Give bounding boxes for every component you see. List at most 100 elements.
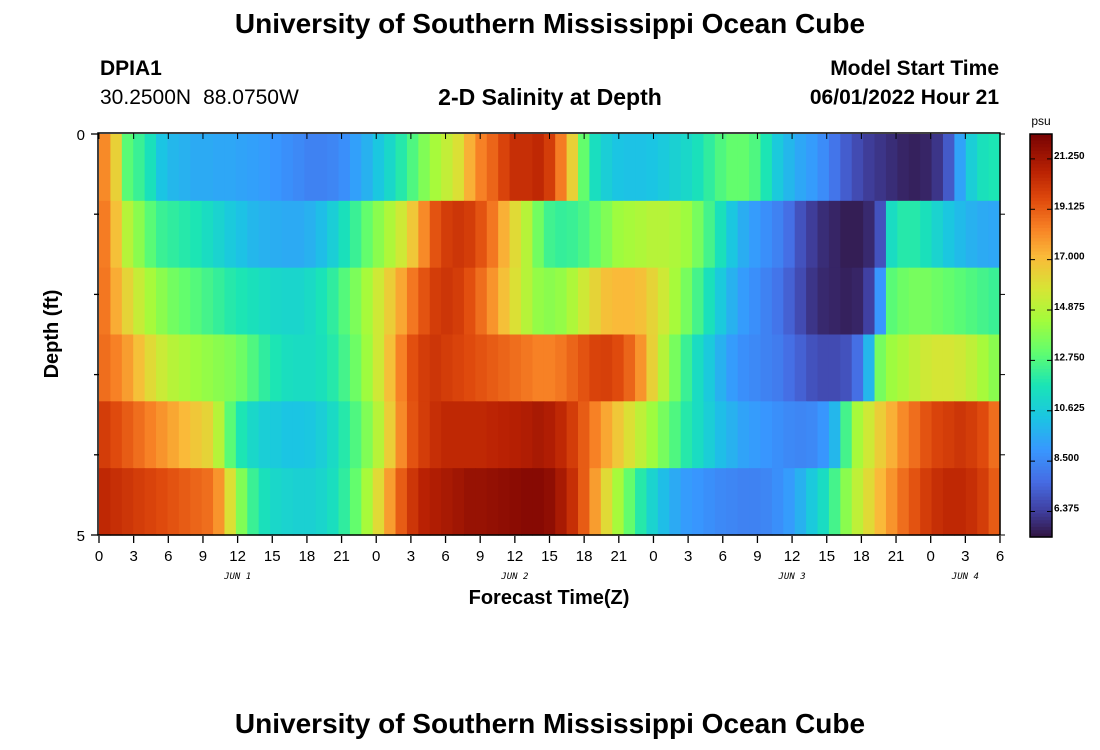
colorbar-segment bbox=[1030, 362, 1052, 367]
heatmap-cell bbox=[384, 401, 397, 469]
heatmap-cell bbox=[315, 334, 328, 402]
heatmap-cell bbox=[281, 334, 294, 402]
heatmap-cell bbox=[235, 200, 248, 269]
heatmap-cell bbox=[749, 134, 762, 202]
heatmap-cell bbox=[304, 468, 317, 536]
colorbar-segment bbox=[1030, 533, 1052, 538]
heatmap-cell bbox=[635, 200, 648, 269]
heatmap-cell bbox=[429, 267, 442, 336]
heatmap-cell bbox=[657, 134, 670, 202]
x-tick-label: 9 bbox=[199, 548, 207, 565]
heatmap-cell bbox=[783, 468, 796, 536]
heatmap-cell bbox=[475, 401, 488, 469]
colorbar-segment bbox=[1030, 244, 1052, 249]
heatmap-cell bbox=[532, 334, 545, 402]
colorbar-segment bbox=[1030, 375, 1052, 380]
heatmap-cell bbox=[99, 401, 112, 469]
colorbar-segment bbox=[1030, 160, 1052, 165]
heatmap-cell bbox=[760, 134, 773, 202]
heatmap-cell bbox=[920, 334, 933, 402]
heatmap-cell bbox=[486, 468, 499, 536]
heatmap-cell bbox=[349, 334, 362, 402]
heatmap-cell bbox=[578, 468, 591, 536]
x-tick-label: 3 bbox=[407, 548, 415, 565]
colorbar-segment bbox=[1030, 496, 1052, 501]
heatmap-cell bbox=[874, 134, 887, 202]
colorbar-segment bbox=[1030, 409, 1052, 414]
heatmap-cell bbox=[851, 468, 864, 536]
heatmap-cell bbox=[600, 267, 613, 336]
heatmap-cell bbox=[441, 267, 454, 336]
heatmap-cell bbox=[406, 468, 419, 536]
colorbar-segment bbox=[1030, 254, 1052, 259]
heatmap-cell bbox=[988, 468, 1001, 536]
colorbar-segment bbox=[1030, 332, 1052, 337]
colorbar-segment bbox=[1030, 436, 1052, 441]
heatmap-cell bbox=[384, 267, 397, 336]
heatmap-cell bbox=[475, 334, 488, 402]
heatmap-cell bbox=[657, 334, 670, 402]
x-tick-label: 18 bbox=[299, 548, 316, 565]
heatmap-cell bbox=[646, 468, 659, 536]
heatmap-cell bbox=[931, 401, 944, 469]
heatmap-cell bbox=[828, 334, 841, 402]
heatmap-cell bbox=[167, 334, 180, 402]
heatmap-cell bbox=[247, 468, 260, 536]
heatmap-cell bbox=[885, 401, 898, 469]
colorbar-segment bbox=[1030, 224, 1052, 229]
heatmap-cell bbox=[635, 334, 648, 402]
x-tick-label: 0 bbox=[649, 548, 657, 565]
heatmap-cell bbox=[783, 401, 796, 469]
heatmap-cell bbox=[520, 334, 533, 402]
heatmap-cell bbox=[965, 334, 978, 402]
heatmap-cell bbox=[452, 468, 465, 536]
heatmap-cell bbox=[726, 334, 739, 402]
colorbar-segment bbox=[1030, 422, 1052, 427]
heatmap-cell bbox=[931, 468, 944, 536]
colorbar-segment bbox=[1030, 506, 1052, 511]
colorbar-segment bbox=[1030, 288, 1052, 293]
heatmap-cell bbox=[817, 134, 830, 202]
heatmap-cell bbox=[965, 401, 978, 469]
heatmap-cell bbox=[475, 267, 488, 336]
colorbar-segment bbox=[1030, 382, 1052, 387]
heatmap-cell bbox=[885, 200, 898, 269]
colorbar-segment bbox=[1030, 285, 1052, 290]
heatmap-cell bbox=[361, 334, 374, 402]
heatmap-cell bbox=[931, 200, 944, 269]
heatmap-cell bbox=[680, 401, 693, 469]
heatmap-cell bbox=[965, 468, 978, 536]
heatmap-cell bbox=[726, 267, 739, 336]
heatmap-cell bbox=[361, 401, 374, 469]
heatmap-cell bbox=[384, 334, 397, 402]
colorbar-segment bbox=[1030, 479, 1052, 484]
heatmap-cell bbox=[133, 200, 146, 269]
heatmap-cell bbox=[897, 401, 910, 469]
colorbar-tick-label: 8.500 bbox=[1054, 453, 1079, 464]
colorbar-segment bbox=[1030, 493, 1052, 498]
heatmap-cell bbox=[623, 468, 636, 536]
colorbar-segment bbox=[1030, 318, 1052, 323]
heatmap-cell bbox=[737, 334, 750, 402]
colorbar-segment bbox=[1030, 301, 1052, 306]
heatmap-cell bbox=[372, 267, 385, 336]
heatmap-cell bbox=[543, 334, 556, 402]
heatmap-cell bbox=[520, 200, 533, 269]
heatmap-cell bbox=[885, 267, 898, 336]
heatmap-cell bbox=[201, 134, 214, 202]
heatmap-cell bbox=[954, 134, 967, 202]
colorbar-segment bbox=[1030, 217, 1052, 222]
heatmap-cell bbox=[760, 468, 773, 536]
heatmap-cell bbox=[110, 468, 123, 536]
heatmap-cell bbox=[692, 401, 705, 469]
colorbar-segment bbox=[1030, 365, 1052, 370]
heatmap-cell bbox=[498, 334, 511, 402]
heatmap-cell bbox=[657, 267, 670, 336]
heatmap-cell bbox=[156, 267, 169, 336]
heatmap-cell bbox=[395, 267, 408, 336]
heatmap-cell bbox=[669, 200, 682, 269]
heatmap-cell bbox=[635, 468, 648, 536]
colorbar-segment bbox=[1030, 520, 1052, 525]
page-title: University of Southern Mississippi Ocean… bbox=[234, 8, 866, 39]
